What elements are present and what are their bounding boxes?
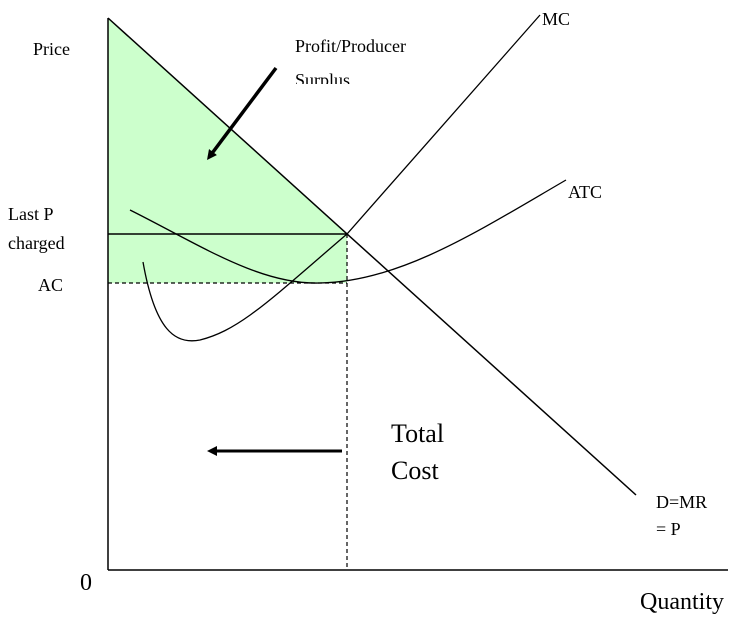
profit-arrow (207, 66, 278, 160)
profit-area (108, 18, 347, 283)
atc-label: ATC (568, 182, 602, 202)
mc-curve (142, 14, 541, 342)
demand-label: = P (656, 519, 681, 539)
total-cost-label: Total (391, 419, 444, 448)
origin-label: 0 (80, 570, 92, 596)
demand-curve (107, 17, 637, 496)
y-axis-label: Price (33, 39, 70, 59)
price-level-label: Last P (8, 204, 54, 224)
total-cost-label: Cost (391, 456, 439, 485)
ac-label: AC (38, 275, 63, 295)
demand-label: D=MR (656, 492, 707, 512)
atc-curve (129, 179, 567, 284)
profit-label: Surplus (295, 70, 350, 90)
price-level-label: charged (8, 233, 65, 253)
x-axis-label: Quantity (640, 589, 724, 615)
mc-label: MC (542, 9, 570, 29)
profit-label: Profit/Producer (295, 36, 406, 56)
